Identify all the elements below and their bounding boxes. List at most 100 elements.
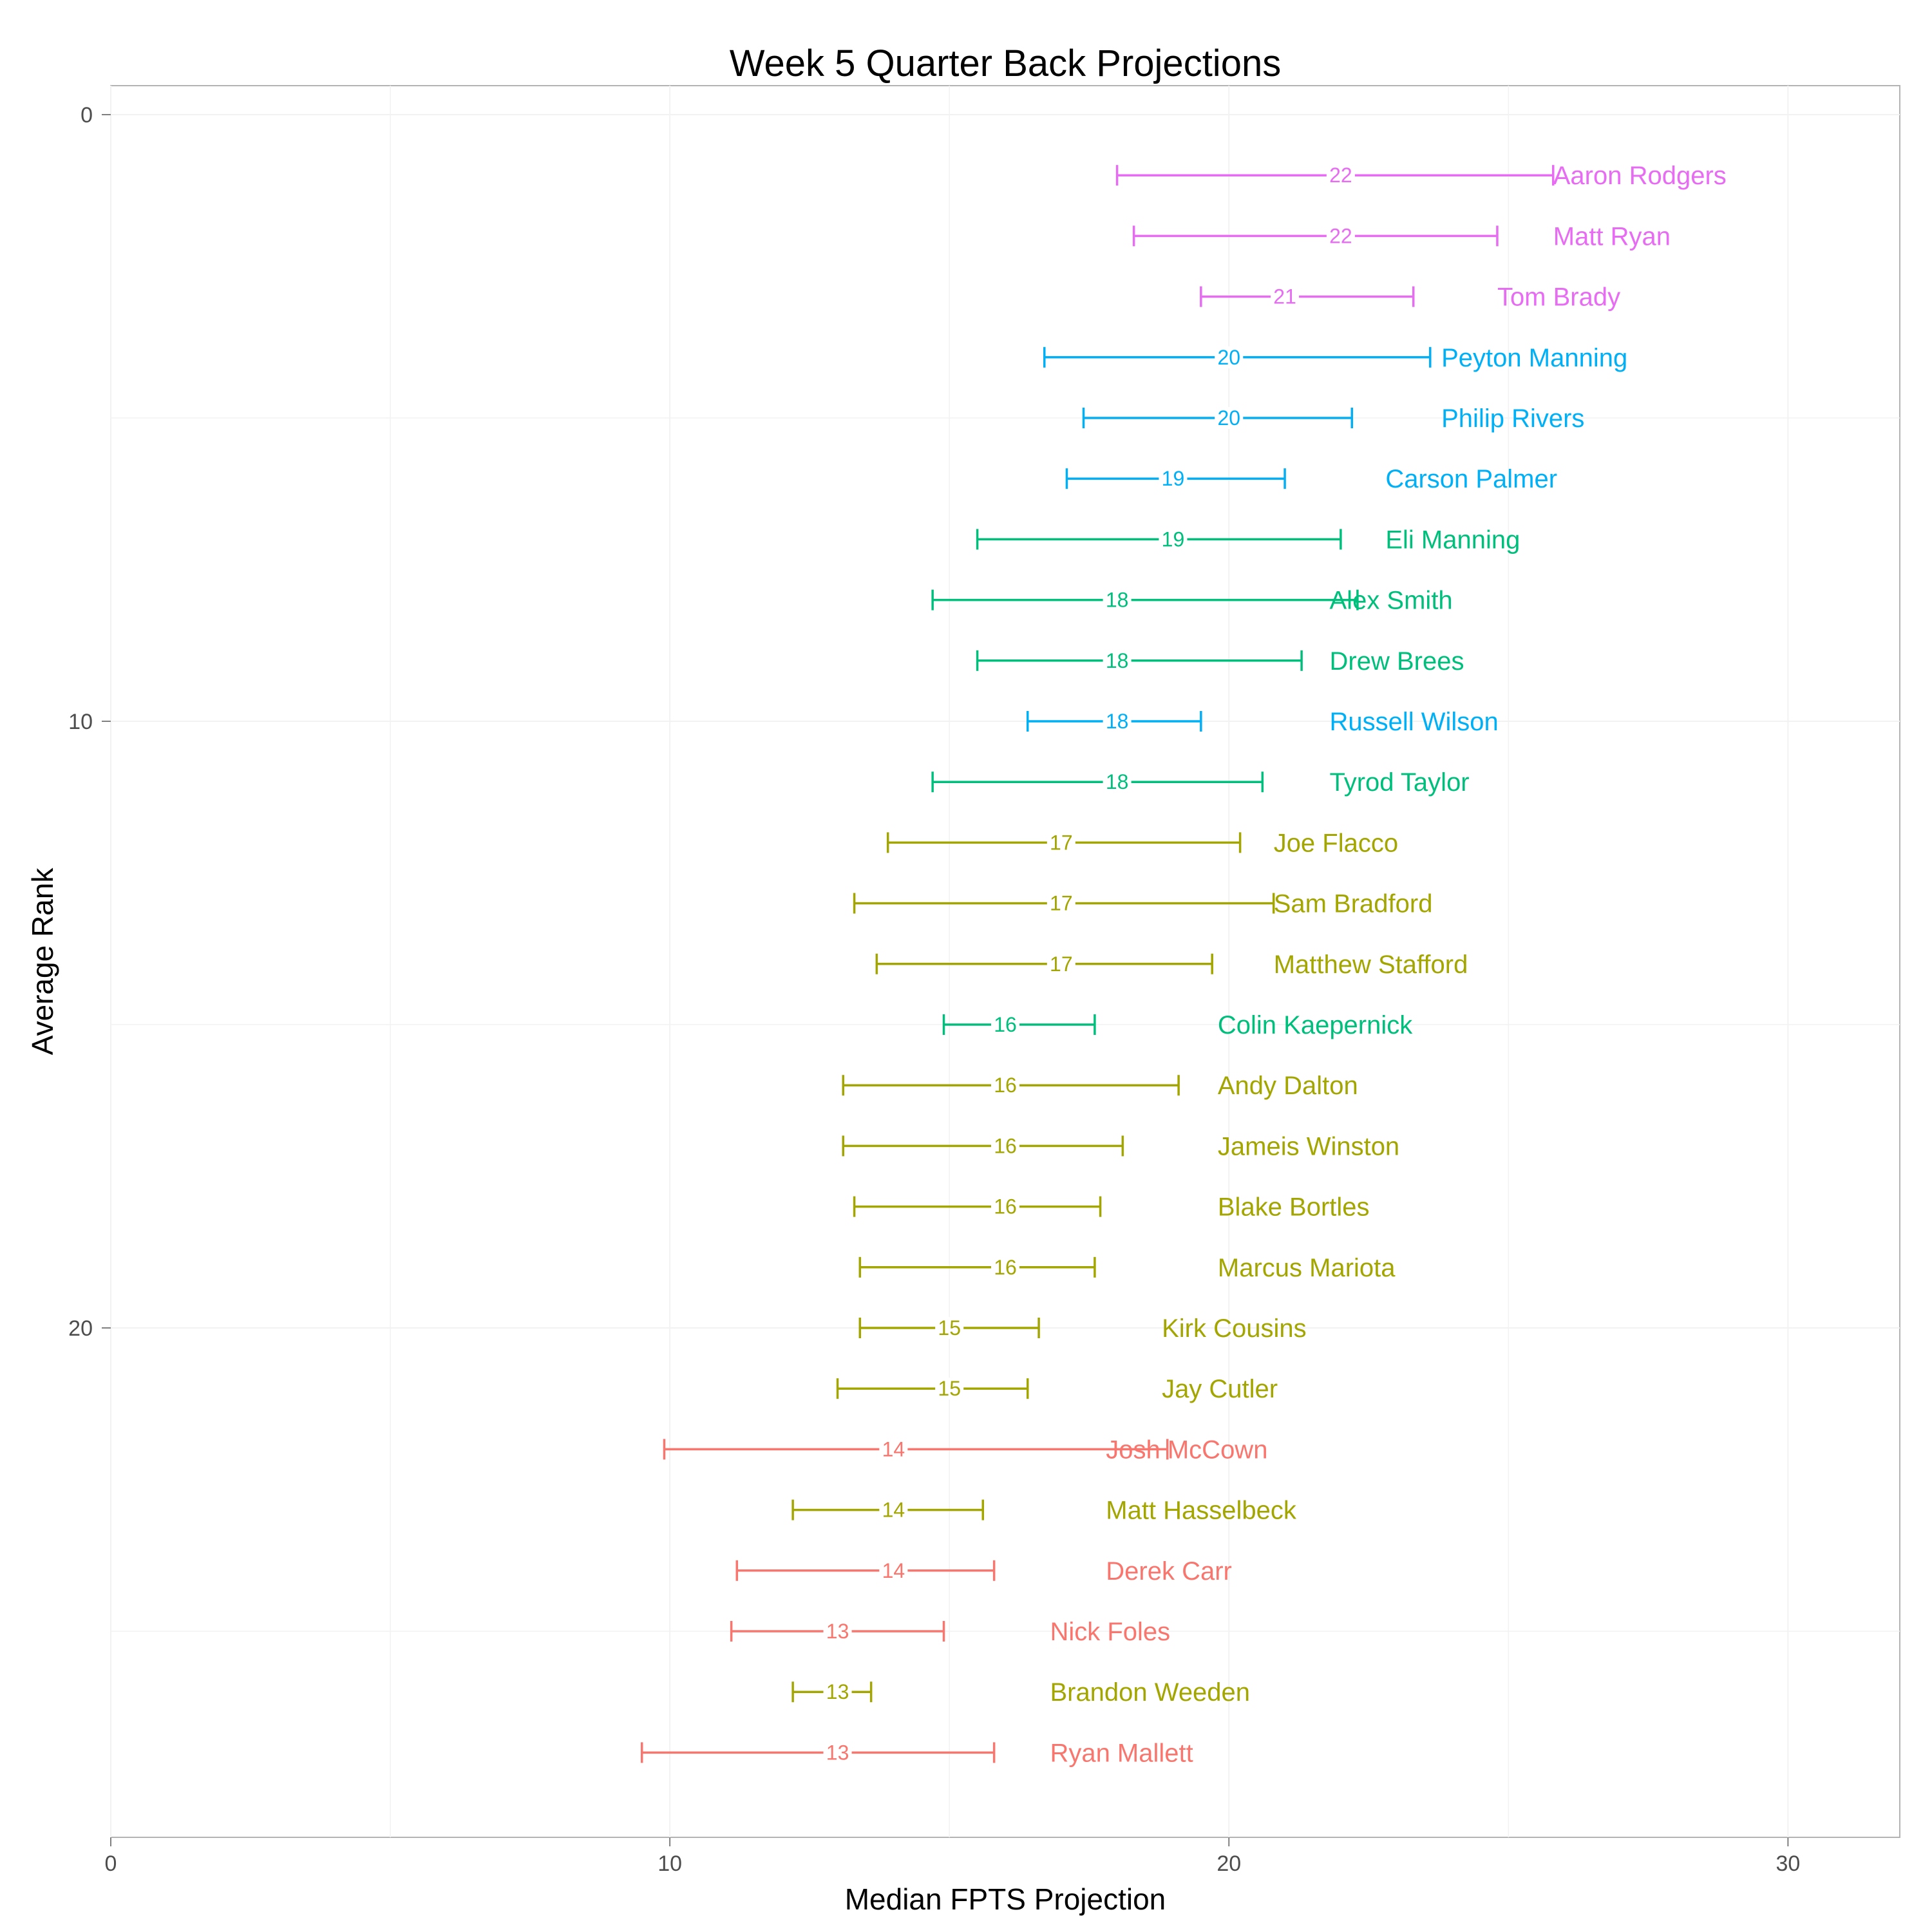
median-label-bg [991, 1014, 1019, 1036]
plot-background [110, 85, 1900, 1838]
player-name-label: Aaron Rodgers [1553, 162, 1727, 190]
player-name-label: Matthew Stafford [1274, 951, 1468, 979]
median-label-bg [823, 1681, 852, 1703]
median-value-label: 14 [882, 1437, 905, 1461]
median-value-label: 18 [1106, 710, 1129, 733]
x-tick-label: 10 [658, 1852, 682, 1876]
median-label-bg [1326, 164, 1355, 187]
y-tick-label: 20 [68, 1316, 93, 1341]
player-errorbar-group: 22 Matt Ryan [1132, 222, 1671, 251]
player-errorbar-group: 19 Eli Manning [976, 526, 1520, 554]
median-label-bg [1159, 468, 1188, 490]
median-label-bg [1215, 346, 1244, 368]
axes: 0 10 20 30 0 10 20 [68, 103, 1800, 1876]
median-label-bg [1046, 952, 1075, 975]
median-value-label: 18 [1106, 649, 1129, 672]
median-value-label: 13 [826, 1741, 849, 1764]
player-errorbar-group: 18 Russell Wilson [1026, 708, 1499, 736]
median-label-bg [879, 1499, 908, 1521]
median-label-bg [1271, 285, 1300, 308]
median-label-bg [991, 1135, 1019, 1157]
median-label-bg [935, 1317, 964, 1339]
player-name-label: Marcus Mariota [1218, 1254, 1396, 1282]
median-value-label: 20 [1217, 406, 1240, 430]
player-name-label: Matt Hasselbeck [1106, 1497, 1297, 1525]
player-errorbar-group: 21 Tom Brady [1200, 283, 1620, 312]
median-label-bg [823, 1620, 852, 1642]
median-label-bg [1046, 892, 1075, 914]
player-name-label: Sam Bradford [1274, 890, 1433, 918]
player-errorbar-group: 16 Colin Kaepernick [942, 1011, 1413, 1039]
grid-lines [110, 86, 1900, 1837]
median-label-bg [1326, 225, 1355, 247]
median-value-label: 16 [994, 1195, 1017, 1218]
player-errorbar-group: 18 Tyrod Taylor [931, 768, 1470, 797]
median-value-label: 16 [994, 1134, 1017, 1157]
player-errorbar-group: 17 Matthew Stafford [875, 951, 1468, 979]
player-errorbar-group: 17 Joe Flacco [886, 829, 1398, 857]
player-name-label: Tom Brady [1497, 283, 1620, 312]
median-value-label: 14 [882, 1559, 905, 1582]
player-errorbar-group: 16 Andy Dalton [842, 1072, 1358, 1100]
median-value-label: 13 [826, 1620, 849, 1643]
median-value-label: 17 [1050, 831, 1073, 854]
x-tick-label: 0 [105, 1852, 117, 1876]
median-label-bg [1046, 831, 1075, 854]
chart-title: Week 5 Quarter Back Projections [730, 43, 1281, 84]
median-label-bg [823, 1741, 852, 1764]
player-name-label: Matt Ryan [1553, 222, 1671, 251]
player-name-label: Peyton Manning [1441, 344, 1627, 372]
y-tick-label: 10 [68, 710, 93, 734]
median-value-label: 16 [994, 1256, 1017, 1279]
player-name-label: Andy Dalton [1218, 1072, 1358, 1100]
median-value-label: 21 [1273, 285, 1296, 308]
x-tick-label: 30 [1776, 1852, 1800, 1876]
player-errorbar-group: 18 Alex Smith [931, 587, 1453, 615]
player-errorbar-group: 13 Ryan Mallett [640, 1739, 1193, 1767]
median-value-label: 19 [1162, 527, 1185, 551]
player-errorbar-group: 13 Brandon Weeden [791, 1678, 1250, 1707]
player-errorbar-group: 15 Jay Cutler [836, 1375, 1278, 1403]
median-value-label: 18 [1106, 770, 1129, 793]
player-name-label: Jameis Winston [1218, 1132, 1399, 1160]
median-value-label: 14 [882, 1499, 905, 1522]
player-errorbar-group: 18 Drew Brees [976, 647, 1464, 676]
x-tick-label: 20 [1217, 1852, 1241, 1876]
median-value-label: 16 [994, 1013, 1017, 1036]
median-label-bg [991, 1074, 1019, 1097]
y-tick-label: 0 [80, 103, 93, 128]
median-label-bg [879, 1438, 908, 1461]
player-name-label: Kirk Cousins [1162, 1314, 1307, 1343]
player-name-label: Alex Smith [1330, 587, 1453, 615]
player-name-label: Blake Bortles [1218, 1193, 1370, 1222]
player-errorbar-group: 14 Derek Carr [735, 1557, 1232, 1586]
median-value-label: 16 [994, 1074, 1017, 1097]
median-value-label: 13 [826, 1680, 849, 1703]
player-name-label: Russell Wilson [1330, 708, 1499, 736]
player-errorbar-group: 20 Philip Rivers [1082, 404, 1584, 433]
player-errorbar-group: 19 Carson Palmer [1065, 465, 1557, 493]
median-label-bg [935, 1378, 964, 1400]
player-name-label: Carson Palmer [1385, 465, 1557, 493]
player-errorbar-group: 14 Matt Hasselbeck [791, 1497, 1297, 1525]
player-errorbar-group: 16 Marcus Mariota [858, 1254, 1396, 1282]
player-errorbar-group: 16 Jameis Winston [842, 1132, 1399, 1160]
player-errorbar-group: 14 Josh McCown [663, 1435, 1267, 1464]
median-value-label: 17 [1050, 892, 1073, 915]
player-name-label: Joe Flacco [1274, 829, 1398, 857]
median-label-bg [1159, 528, 1188, 551]
median-value-label: 15 [938, 1316, 961, 1340]
player-name-label: Colin Kaepernick [1218, 1011, 1413, 1039]
x-axis-title: Median FPTS Projection [845, 1882, 1166, 1916]
player-errorbar-group: 15 Kirk Cousins [858, 1314, 1307, 1343]
median-value-label: 19 [1162, 467, 1185, 490]
median-label-bg [1103, 771, 1132, 793]
player-name-label: Philip Rivers [1441, 404, 1584, 433]
player-name-label: Tyrod Taylor [1330, 768, 1470, 797]
player-errorbar-group: 22 Aaron Rodgers [1115, 162, 1727, 190]
median-value-label: 22 [1329, 224, 1352, 247]
median-value-label: 15 [938, 1377, 961, 1400]
player-name-label: Josh McCown [1106, 1435, 1267, 1464]
player-name-label: Eli Manning [1385, 526, 1520, 554]
